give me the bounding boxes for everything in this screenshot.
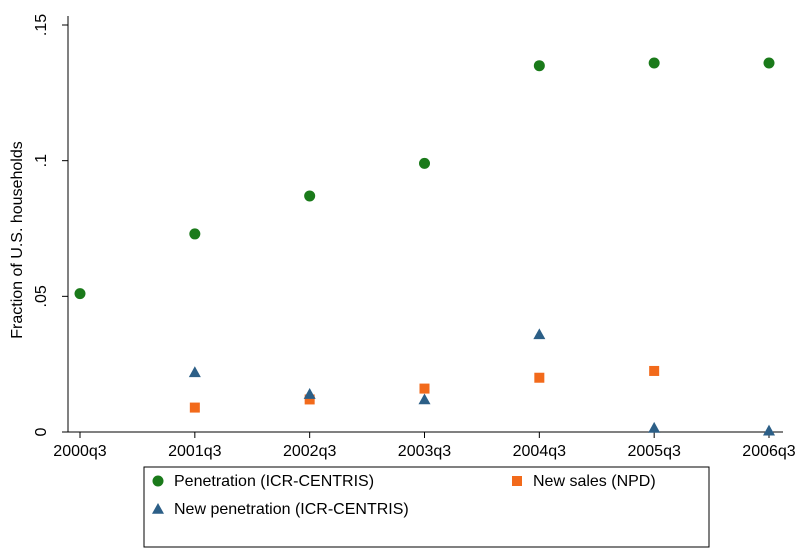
data-point-triangle bbox=[763, 424, 775, 436]
x-tick-label: 2002q3 bbox=[283, 443, 336, 460]
series-triangle bbox=[188, 328, 775, 436]
x-tick-label: 2003q3 bbox=[398, 443, 451, 460]
axes bbox=[67, 16, 783, 433]
data-point-square bbox=[649, 365, 660, 376]
y-tick-label: .1 bbox=[33, 154, 50, 167]
series-square bbox=[189, 365, 660, 413]
legend-label: New penetration (ICR-CENTRIS) bbox=[174, 501, 409, 518]
y-axis-ticks: 0 .05 .1 .15 bbox=[33, 14, 68, 436]
data-point-circle bbox=[648, 57, 660, 69]
data-point-circle bbox=[304, 190, 316, 202]
series-circle bbox=[74, 57, 775, 300]
legend-box bbox=[143, 466, 710, 548]
legend: Penetration (ICR-CENTRIS) New sales (NPD)… bbox=[143, 466, 710, 548]
data-point-triangle bbox=[533, 328, 546, 340]
data-point-triangle bbox=[303, 388, 316, 399]
y-tick-label: .15 bbox=[33, 14, 50, 36]
x-axis-ticks: 2000q3 2001q3 2002q3 2003q3 2004q3 2005q3 2006… bbox=[53, 432, 796, 460]
x-tick-label: 2005q3 bbox=[627, 443, 680, 460]
legend-label: Penetration (ICR-CENTRIS) bbox=[174, 473, 374, 490]
data-point-square bbox=[189, 402, 200, 413]
x-tick-label: 2004q3 bbox=[513, 443, 566, 460]
y-tick-label: .05 bbox=[33, 285, 50, 307]
legend-marker-circle bbox=[152, 475, 164, 487]
data-point-square bbox=[534, 372, 545, 383]
data-point-circle bbox=[533, 60, 545, 72]
x-tick-label: 2000q3 bbox=[53, 443, 106, 460]
y-axis-title: Fraction of U.S. households bbox=[9, 141, 26, 338]
legend-marker-square bbox=[512, 476, 522, 486]
data-point-triangle bbox=[648, 421, 661, 433]
data-point-triangle bbox=[418, 393, 431, 405]
x-tick-label: 2006q3 bbox=[742, 443, 795, 460]
y-tick-label: 0 bbox=[33, 427, 50, 436]
legend-marker-triangle bbox=[152, 503, 164, 514]
data-point-square bbox=[304, 394, 315, 405]
data-point-circle bbox=[74, 288, 86, 300]
data-point-square bbox=[419, 383, 430, 394]
data-points bbox=[74, 57, 775, 436]
data-point-circle bbox=[189, 228, 201, 240]
data-point-circle bbox=[419, 157, 430, 169]
data-point-circle bbox=[763, 57, 775, 69]
data-point-triangle bbox=[188, 366, 201, 378]
legend-label: New sales (NPD) bbox=[533, 473, 656, 490]
x-tick-label: 2001q3 bbox=[168, 443, 221, 460]
